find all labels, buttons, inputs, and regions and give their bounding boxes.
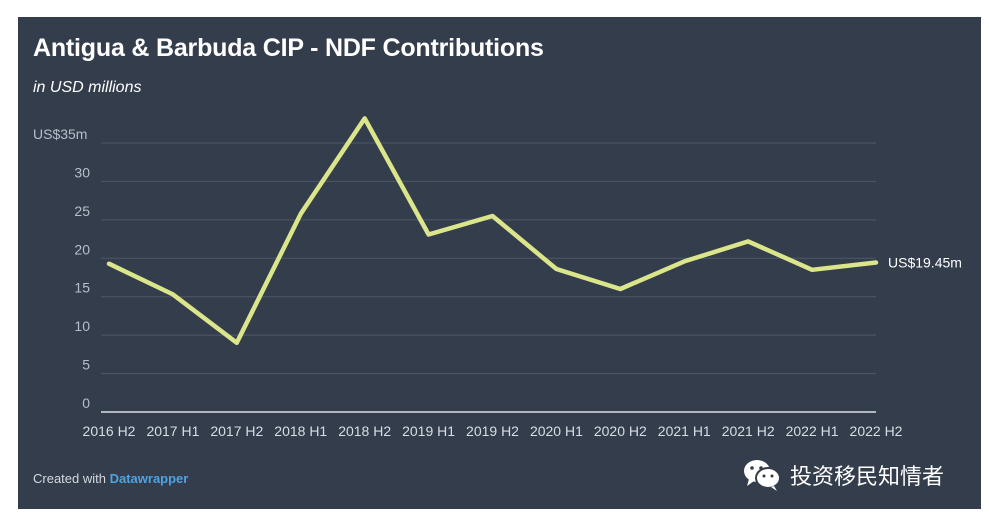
x-tick-label: 2018 H2: [338, 423, 391, 439]
wechat-icon: [744, 460, 781, 491]
chart-card: Antigua & Barbuda CIP - NDF Contribution…: [18, 17, 981, 509]
x-tick-label: 2019 H2: [466, 423, 519, 439]
footer-credit: Created with Datawrapper: [33, 471, 188, 486]
end-value-label: US$19.45m: [888, 255, 962, 271]
x-tick-label: 2017 H1: [146, 423, 199, 439]
x-tick-label: 2021 H1: [658, 423, 711, 439]
x-tick-label: 2016 H2: [83, 423, 136, 439]
y-tick-label: 15: [74, 280, 90, 296]
y-tick-label: 30: [74, 164, 90, 180]
x-tick-label: 2017 H2: [210, 423, 263, 439]
x-tick-label: 2020 H2: [594, 423, 647, 439]
y-tick-label: 25: [74, 203, 90, 219]
x-tick-label: 2018 H1: [274, 423, 327, 439]
x-tick-label: 2021 H2: [722, 423, 775, 439]
y-tick-label: 0: [82, 395, 90, 411]
y-tick-label: US$35m: [33, 126, 87, 142]
series-line: [106, 116, 879, 346]
y-axis-ticks: 0 5 10 15 20 25 30 US$35m: [33, 126, 90, 411]
x-tick-label: 2022 H1: [786, 423, 839, 439]
watermark-text: 投资移民知情者: [790, 465, 945, 490]
datawrapper-link[interactable]: Datawrapper: [109, 471, 189, 486]
x-tick-label: 2022 H2: [850, 423, 903, 439]
credit-prefix: Created with: [33, 471, 110, 486]
x-tick-label: 2019 H1: [402, 423, 455, 439]
x-axis-ticks: 2016 H2 2017 H1 2017 H2 2018 H1 2018 H2 2019 …: [83, 423, 903, 439]
x-tick-label: 2020 H1: [530, 423, 583, 439]
grid-lines: [101, 142, 876, 413]
chart-subtitle: in USD millions: [33, 79, 142, 96]
y-tick-label: 10: [74, 318, 90, 334]
watermark: 投资移民知情者: [742, 458, 944, 492]
y-tick-label: 20: [74, 241, 90, 257]
line-chart: 0 5 10 15 20 25 30 US$35m 2016 H2 2017 H1 2017 H2…: [33, 116, 962, 439]
y-tick-label: 5: [82, 357, 90, 373]
chart-title: Antigua & Barbuda CIP - NDF Contribution…: [33, 34, 544, 62]
